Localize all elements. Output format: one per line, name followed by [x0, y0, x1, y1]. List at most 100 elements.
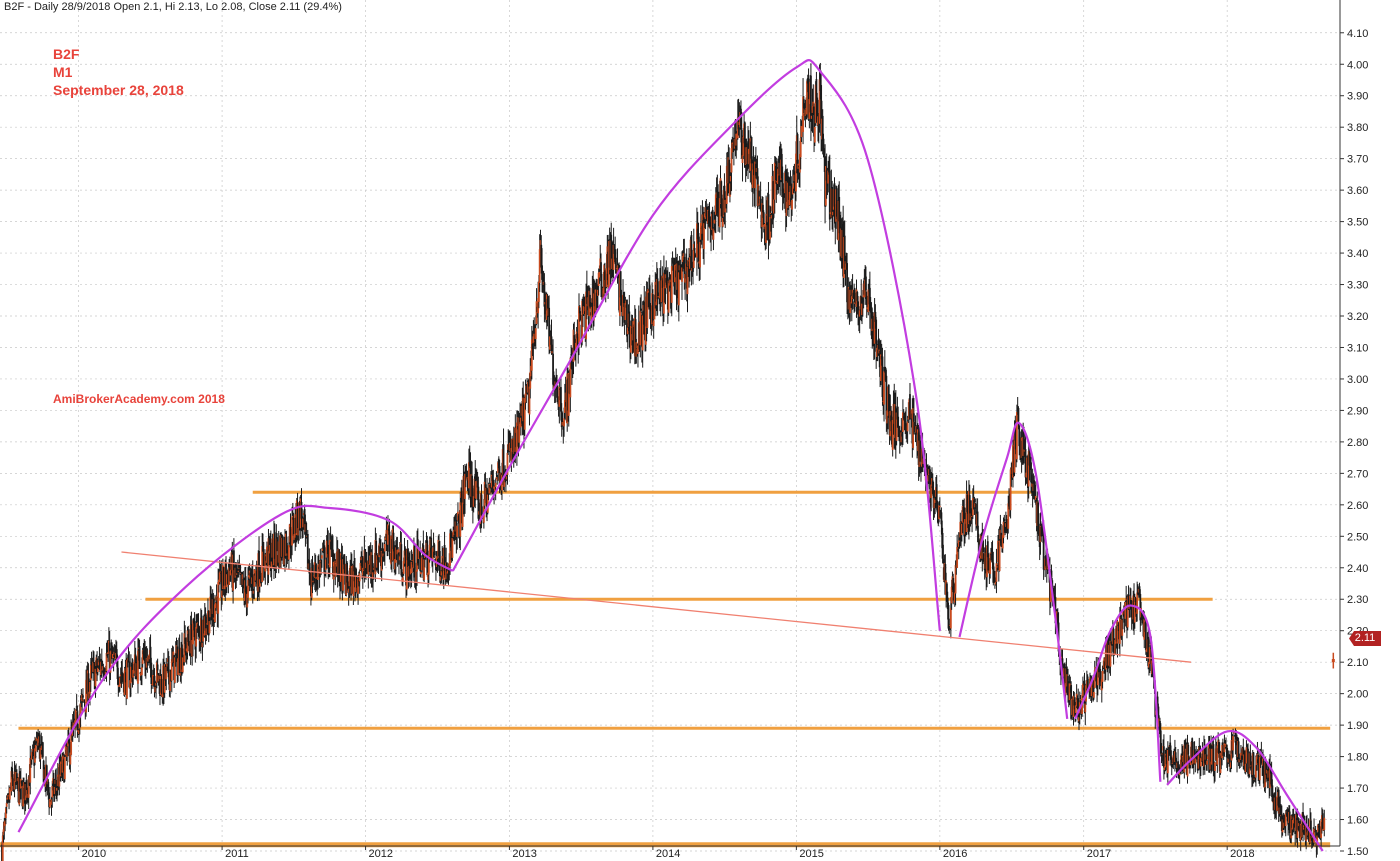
y-tick-label: 2.60: [1347, 500, 1368, 512]
candle-body: [555, 376, 558, 386]
candle-body: [686, 266, 689, 295]
candle-body: [717, 201, 720, 214]
candle-body: [708, 217, 711, 228]
candle-body: [393, 548, 396, 569]
candle-body: [431, 548, 434, 561]
candle-body: [576, 333, 579, 339]
candle-body: [1069, 683, 1072, 687]
candle-body: [291, 515, 294, 518]
candle-body: [1141, 617, 1144, 624]
candle-body: [20, 780, 23, 784]
candle-body: [402, 561, 405, 574]
candle-body: [315, 576, 318, 579]
candle-body: [850, 296, 853, 304]
candle-body: [812, 101, 815, 107]
candle-body: [944, 564, 947, 595]
candle-body: [946, 597, 949, 610]
candle-body: [423, 559, 426, 580]
candle-body: [75, 706, 78, 708]
candle-body: [879, 354, 882, 382]
candle-body: [976, 511, 979, 530]
candle-body: [613, 244, 616, 254]
candle-body: [987, 560, 990, 572]
candle-body: [1017, 408, 1020, 422]
candle-body: [439, 576, 442, 581]
candle-body: [229, 563, 231, 571]
y-tick-label: 2.70: [1347, 468, 1368, 480]
candle-body: [1004, 525, 1006, 531]
candle-body: [312, 580, 315, 583]
candle-body: [427, 572, 429, 580]
candle-body: [901, 412, 904, 432]
candle-body: [752, 162, 755, 170]
candle-body: [643, 301, 646, 335]
candle-body: [970, 508, 973, 518]
candle-body: [192, 620, 194, 645]
candle-body: [62, 755, 65, 760]
candle-body: [331, 547, 334, 550]
candle-body: [129, 680, 132, 689]
candle-body: [524, 393, 527, 403]
candle-body: [811, 106, 814, 113]
candle-body: [19, 778, 22, 789]
x-tick-label: 2013: [512, 848, 536, 860]
candle-body: [153, 675, 156, 689]
candle-body: [913, 413, 915, 422]
candle-body: [1252, 752, 1255, 776]
candle-body: [334, 560, 337, 577]
x-tick-label: 2016: [943, 848, 967, 860]
candle-body: [634, 319, 637, 361]
candle-body: [1234, 733, 1237, 743]
candle-body: [1013, 432, 1016, 473]
candle-body: [1084, 703, 1087, 713]
candle-body: [273, 532, 276, 559]
candle-body: [1100, 679, 1103, 691]
candle-body: [1091, 680, 1094, 687]
candle-body: [1232, 736, 1234, 751]
candle-body: [251, 574, 254, 591]
candle-body: [1138, 586, 1141, 595]
candle-body: [323, 545, 326, 574]
candle-body: [183, 633, 186, 663]
candle-body: [387, 524, 389, 545]
candle-body: [671, 260, 674, 262]
candle-body: [81, 694, 84, 702]
candle-body: [1139, 593, 1142, 621]
candle-body: [464, 470, 467, 472]
candle-body: [419, 552, 422, 572]
candle-body: [1101, 670, 1104, 682]
last-candle-body: [1331, 659, 1335, 663]
candle-body: [496, 477, 499, 481]
candle-body: [1082, 683, 1084, 696]
candle-body: [47, 781, 50, 793]
date-label: September 28, 2018: [53, 82, 184, 98]
candle-body: [816, 97, 819, 119]
candle-body: [1052, 592, 1055, 594]
candle-body: [629, 325, 632, 353]
candle-body: [1216, 745, 1219, 765]
candle-body: [88, 691, 91, 699]
candle-body: [692, 244, 695, 268]
candle-body: [352, 565, 355, 597]
candle-body: [957, 547, 959, 549]
candle-body: [593, 293, 595, 321]
candle-body: [928, 466, 931, 474]
candle-body: [1320, 820, 1323, 838]
candle-body: [309, 575, 312, 580]
candle-body: [68, 741, 71, 763]
candle-body: [831, 186, 834, 217]
candle-body: [90, 661, 93, 666]
candle-body: [1006, 526, 1009, 532]
candle-body: [338, 549, 341, 574]
candle-body: [1127, 594, 1130, 610]
watermark: AmiBrokerAcademy.com 2018: [53, 392, 225, 406]
candle-body: [624, 303, 627, 321]
candle-body: [993, 577, 996, 582]
candle-body: [1276, 795, 1279, 811]
candle-body: [1037, 502, 1040, 526]
y-tick-label: 1.60: [1347, 815, 1368, 827]
candle-body: [699, 222, 702, 240]
candle-body: [472, 496, 475, 507]
candle-body: [200, 615, 203, 645]
candle-body: [807, 78, 810, 118]
